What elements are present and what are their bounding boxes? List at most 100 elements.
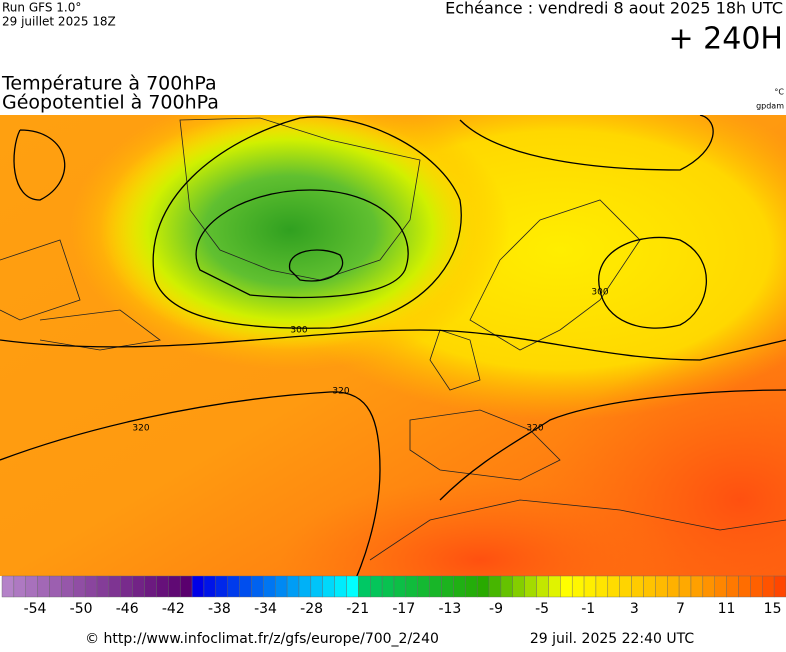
colorbar-cell	[334, 575, 347, 598]
colorbar-cell	[191, 575, 205, 598]
colorbar-cell	[370, 575, 383, 598]
colorbar-cell	[714, 575, 727, 598]
colorbar-cell	[96, 575, 110, 598]
colorbar-cell	[251, 575, 264, 598]
timestamp: 29 juil. 2025 22:40 UTC	[530, 631, 695, 647]
colorbar-cell	[702, 575, 715, 598]
colorbar-cell	[84, 575, 98, 598]
colorbar-cell	[643, 575, 656, 598]
contour-label: 320	[526, 424, 543, 434]
colorbar-cell	[453, 575, 466, 598]
colorbar-cell	[227, 575, 240, 598]
colorbar-cell	[773, 575, 786, 598]
colorbar-cell	[512, 575, 525, 598]
colorbar-cell	[417, 575, 430, 598]
colorbar-cell	[156, 575, 169, 598]
colorbar-cell	[595, 575, 609, 598]
colorbar-cell	[144, 575, 157, 598]
colorbar-cell	[263, 575, 276, 598]
colorbar-cell	[560, 575, 573, 598]
temp-unit: °C	[774, 88, 784, 97]
colorbar-cell	[239, 575, 252, 598]
colorbar-label: -42	[162, 601, 185, 617]
run-label: Run GFS 1.0°	[2, 1, 81, 15]
colorbar-cell	[548, 575, 561, 598]
colorbar-cell	[405, 575, 418, 598]
colorbar-cell	[49, 575, 62, 598]
colorbar-cell	[381, 575, 395, 598]
colorbar-cell	[619, 575, 632, 598]
colorbar-cell	[465, 575, 478, 598]
title-temperature: Température à 700hPa	[1, 73, 217, 95]
colorbar-cell	[275, 575, 288, 598]
colorbar-cell	[322, 575, 335, 598]
colorbar-cell	[203, 575, 217, 598]
colorbar-cell	[678, 575, 692, 598]
contour-label: 300	[591, 288, 608, 298]
colorbar-cell	[750, 575, 763, 598]
colorbar-cell	[536, 575, 549, 598]
colorbar-label: 15	[764, 601, 782, 617]
colorbar-cell	[358, 575, 371, 598]
colorbar-cell	[631, 575, 644, 598]
forecast-time: Echéance : vendredi 8 aout 2025 18h UTC	[445, 0, 783, 18]
colorbar-cell	[120, 575, 133, 598]
run-date: 29 juillet 2025 18Z	[2, 15, 116, 29]
colorbar-cell	[1, 575, 15, 598]
source-link: © http://www.infoclimat.fr/z/gfs/europe/…	[85, 631, 439, 647]
coastlines	[0, 117, 786, 561]
colorbar-label: -46	[116, 601, 139, 617]
colorbar-cell	[583, 575, 597, 598]
colorbar-cell	[762, 575, 775, 598]
colorbar-cell	[61, 575, 74, 598]
colorbar-cell	[667, 575, 680, 598]
colorbar-label: -9	[489, 601, 503, 617]
colorbar-cell	[73, 575, 86, 598]
colorbar-label: 7	[676, 601, 685, 617]
map-field: 300 320 320 300 320	[0, 115, 786, 576]
colorbar-cell	[310, 575, 323, 598]
colorbar-cell	[441, 575, 454, 598]
colorbar-label: -50	[70, 601, 93, 617]
colorbar-label: -1	[581, 601, 595, 617]
colorbar-label: 3	[630, 601, 639, 617]
colorbar-cell	[571, 575, 585, 598]
colorbar-cell	[726, 575, 739, 598]
colorbar-label: -54	[24, 601, 47, 617]
colorbar-label: 11	[718, 601, 736, 617]
colorbar-cell	[393, 575, 407, 598]
contour-label: 320	[332, 387, 349, 397]
contour-label: 320	[132, 424, 149, 434]
colorbar-label: -38	[208, 601, 231, 617]
colorbar-cell	[690, 575, 704, 598]
colorbar-cell	[25, 575, 38, 598]
lead-time: + 240H	[669, 22, 784, 57]
colorbar-cell	[168, 575, 181, 598]
colorbar-cell	[179, 575, 193, 598]
title-geopotential: Géopotentiel à 700hPa	[2, 92, 219, 114]
colorbar-cell	[132, 575, 145, 598]
contour-label: 300	[290, 326, 307, 336]
colorbar-cell	[655, 575, 668, 598]
colorbar: -54 -50 -46 -42 -38 -34 -28 -21 -17 -13 -9 -5 -1 3 7 11…	[1, 575, 786, 617]
colorbar-cell	[346, 575, 359, 598]
colorbar-cell	[488, 575, 502, 598]
colorbar-cell	[215, 575, 228, 598]
colorbar-cell	[298, 575, 312, 598]
colorbar-label: -28	[300, 601, 323, 617]
geo-unit: gpdam	[756, 102, 784, 111]
colorbar-cell	[476, 575, 490, 598]
colorbar-cell	[500, 575, 513, 598]
colorbar-label: -21	[346, 601, 369, 617]
colorbar-cell	[738, 575, 751, 598]
colorbar-cell	[108, 575, 121, 598]
colorbar-label: -17	[392, 601, 415, 617]
colorbar-label: -34	[254, 601, 277, 617]
colorbar-label: -13	[438, 601, 461, 617]
colorbar-label: -5	[535, 601, 549, 617]
colorbar-cell	[429, 575, 442, 598]
colorbar-cell	[37, 575, 50, 598]
colorbar-cell	[524, 575, 537, 598]
colorbar-cell	[13, 575, 26, 598]
